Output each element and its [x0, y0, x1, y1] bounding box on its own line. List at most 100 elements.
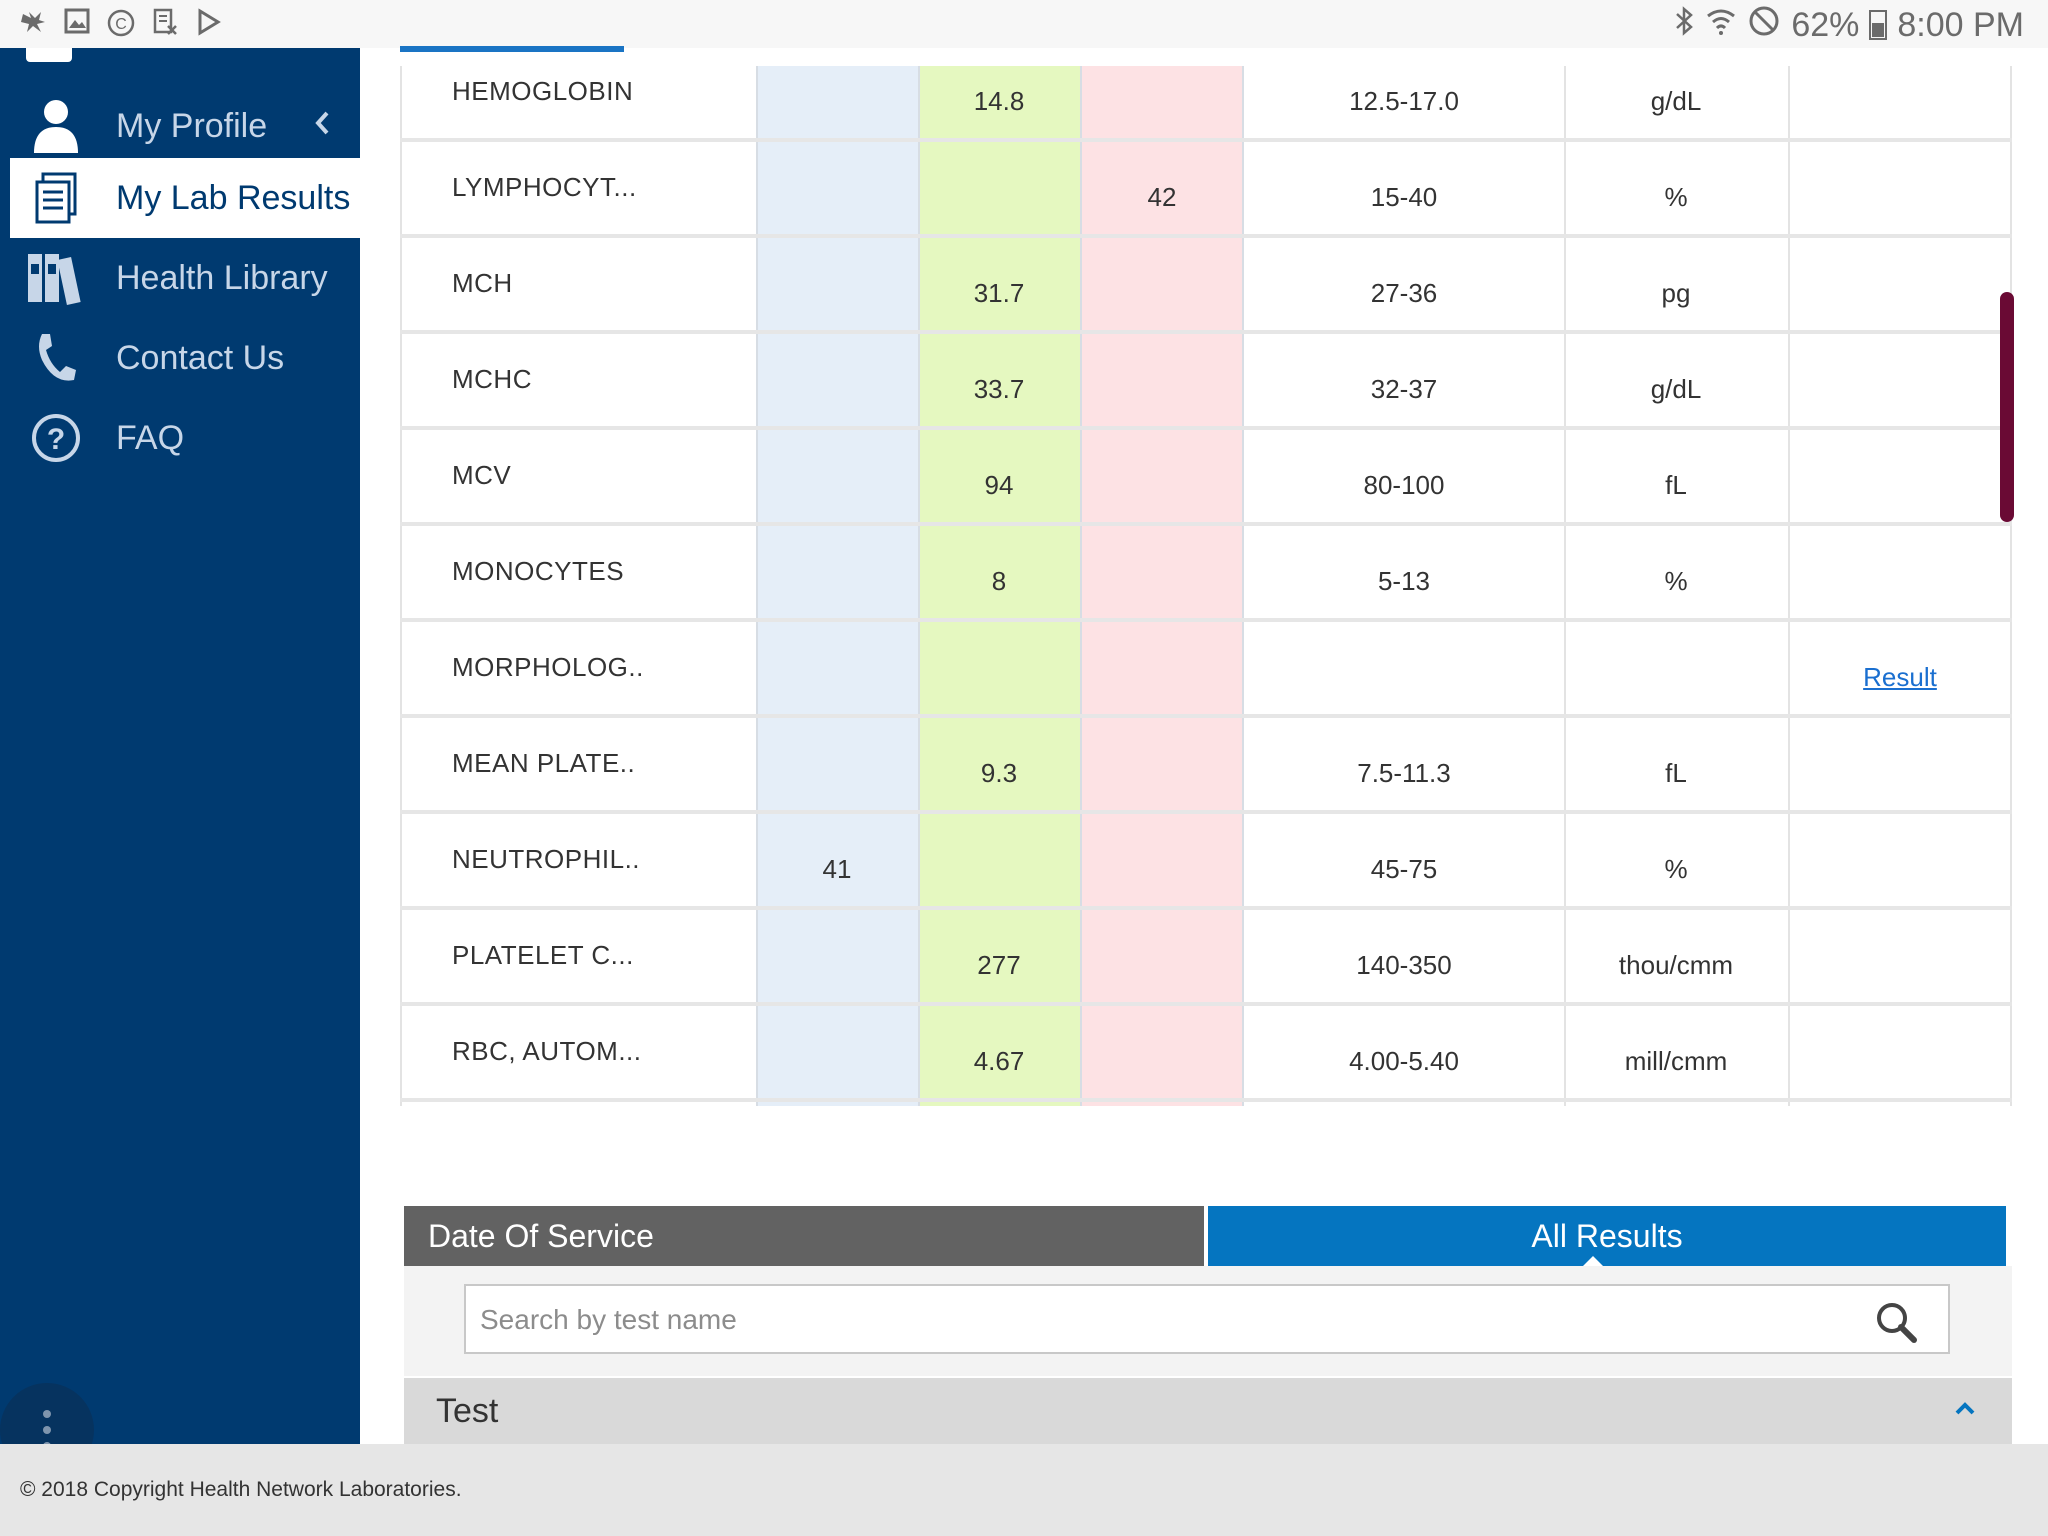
test-name: HEMOGLOBIN: [452, 76, 634, 106]
table-row[interactable]: HEMOGLOBIN 14.8 12.5-17.0 g/dL: [400, 66, 2012, 142]
column-divider: [1564, 66, 1566, 1106]
unit: thou/cmm: [1618, 950, 1734, 980]
table-row[interactable]: RBC, AUTOM... 4.67 4.00-5.40 mill/cmm: [400, 1006, 2012, 1102]
unit: fL: [1665, 470, 1687, 500]
low-value: 41: [822, 854, 852, 884]
svg-text:C: C: [115, 16, 127, 33]
battery-icon: [1869, 10, 1888, 40]
person-icon: [16, 86, 96, 166]
sidebar-item-label: My Profile: [116, 106, 268, 145]
status-bar: C 62% 8:00 PM: [0, 0, 2048, 48]
sidebar-item-health-library[interactable]: Health Library: [10, 238, 360, 318]
notification-icons: C: [18, 8, 224, 38]
unit: mill/cmm: [1624, 1046, 1728, 1076]
reference-range: 12.5-17.0: [1349, 86, 1459, 116]
reference-range: 7.5-11.3: [1357, 758, 1451, 788]
table-border: [400, 66, 402, 1106]
dot-icon: [43, 1426, 51, 1434]
test-section-header[interactable]: Test: [404, 1378, 2012, 1444]
normal-value: 8: [991, 566, 1007, 596]
reference-range: 140-350: [1356, 950, 1452, 980]
table-row[interactable]: MCV 94 80-100 fL: [400, 430, 2012, 526]
table-row[interactable]: PLATELET C... 277 140-350 thou/cmm: [400, 910, 2012, 1006]
home-icon[interactable]: [26, 48, 72, 62]
unit: %: [1664, 854, 1688, 884]
normal-column: [918, 66, 1080, 1106]
tab-label: All Results: [1531, 1218, 1683, 1254]
reference-range: 4.00-5.40: [1349, 1046, 1459, 1076]
chevron-left-icon[interactable]: [314, 110, 330, 144]
footer: © 2018 Copyright Health Network Laborato…: [0, 1444, 2048, 1536]
bluetooth-icon: [1673, 5, 1695, 45]
system-indicators: 62% 8:00 PM: [1673, 4, 2024, 46]
table-border: [2010, 66, 2012, 1106]
tab-all-results[interactable]: All Results: [1208, 1206, 2006, 1266]
sidebar-item-contact-us[interactable]: Contact Us: [10, 318, 360, 398]
question-icon: ?: [16, 398, 96, 478]
reference-range: 15-40: [1370, 182, 1438, 212]
test-name: MCV: [452, 460, 512, 490]
unit: g/dL: [1650, 374, 1702, 404]
search-panel: [404, 1266, 2012, 1376]
unit: %: [1664, 182, 1688, 212]
test-name: LYMPHOCYT...: [452, 172, 637, 202]
search-box: [464, 1284, 1950, 1354]
sidebar-item-label: Contact Us: [116, 338, 285, 377]
table-row[interactable]: NEUTROPHIL.. 41 45-75%: [400, 814, 2012, 910]
reference-range: 5-13: [1377, 566, 1431, 596]
unit: g/dL: [1650, 86, 1702, 116]
reference-range: 32-37: [1370, 374, 1438, 404]
section-title: Test: [436, 1392, 499, 1430]
normal-value: 4.67: [973, 1046, 1025, 1076]
result-link[interactable]: Result: [1863, 662, 1937, 692]
image-icon: [62, 8, 92, 38]
dot-icon: [43, 1410, 51, 1418]
test-name: RBC, AUTOM...: [452, 1036, 642, 1066]
active-tab-indicator: [400, 46, 624, 52]
battery-percent: 62%: [1791, 5, 1860, 44]
table-row[interactable]: MONOCYTES 8 5-13%: [400, 526, 2012, 622]
test-name: MEAN PLATE..: [452, 748, 636, 778]
table-row[interactable]: MCH 31.7 27-36 pg: [400, 238, 2012, 334]
sidebar-item-my-lab-results[interactable]: My Lab Results: [10, 158, 360, 238]
reference-range: 80-100: [1363, 470, 1445, 500]
clock: 8:00 PM: [1897, 5, 2024, 44]
table-row[interactable]: MEAN PLATE.. 9.3 7.5-11.3 fL: [400, 718, 2012, 814]
tab-pointer: [1583, 1256, 1603, 1266]
table-row[interactable]: MCHC 33.7 32-37 g/dL: [400, 334, 2012, 430]
tab-date-of-service[interactable]: Date Of Service: [404, 1206, 1204, 1266]
table-row[interactable]: MORPHOLOG.. Result: [400, 622, 2012, 718]
scrollbar-thumb[interactable]: [2000, 292, 2014, 522]
normal-value: 14.8: [973, 86, 1025, 116]
normal-value: 31.7: [973, 278, 1025, 308]
test-name: PLATELET C...: [452, 940, 634, 970]
books-icon: [16, 238, 96, 318]
wifi-icon: [1705, 6, 1737, 44]
test-name: MONOCYTES: [452, 556, 625, 586]
reference-range: 45-75: [1370, 854, 1438, 884]
sidebar-item-label: FAQ: [116, 418, 185, 457]
do-not-disturb-icon: [1747, 4, 1781, 46]
sidebar-item-my-profile[interactable]: My Profile: [10, 86, 360, 166]
normal-value: 94: [984, 470, 1014, 500]
table-row[interactable]: LYMPHOCYT... 42 15-40%: [400, 142, 2012, 238]
svg-text:?: ?: [47, 423, 65, 456]
column-divider: [1788, 66, 1790, 1106]
reference-range: 27-36: [1370, 278, 1438, 308]
low-column: [756, 66, 918, 1106]
high-value: 42: [1147, 182, 1177, 212]
high-column: [1080, 66, 1244, 1106]
document-icon: [150, 8, 180, 38]
search-icon[interactable]: [1874, 1300, 1918, 1344]
sidebar-item-label: My Lab Results: [116, 178, 351, 217]
normal-value: 9.3: [980, 758, 1018, 788]
search-input[interactable]: [480, 1298, 1860, 1342]
chevron-up-icon[interactable]: [1954, 1400, 1976, 1421]
unit: %: [1664, 566, 1688, 596]
copyright-text: © 2018 Copyright Health Network Laborato…: [20, 1478, 462, 1501]
play-store-icon: [194, 8, 224, 38]
sidebar-item-label: Health Library: [116, 258, 328, 297]
results-table[interactable]: HEMOGLOBIN 14.8 12.5-17.0 g/dL LYMPHOCYT... 4…: [400, 66, 2012, 1106]
sidebar-item-faq[interactable]: ? FAQ: [10, 398, 360, 478]
test-name: NEUTROPHIL..: [452, 844, 641, 874]
